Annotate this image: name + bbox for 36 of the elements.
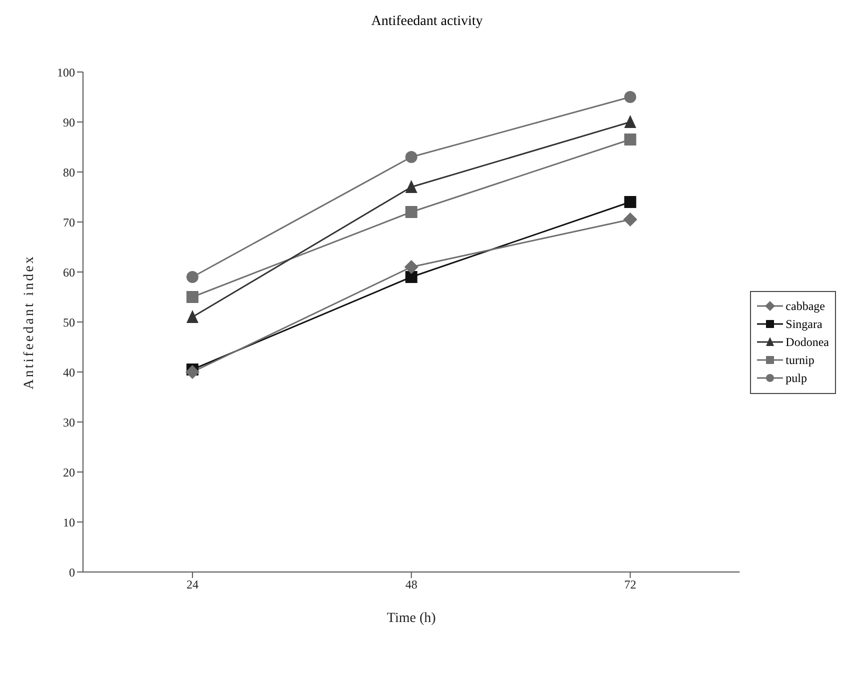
- point: [624, 134, 636, 146]
- y-tick-label: 70: [63, 215, 75, 230]
- point: [624, 115, 636, 128]
- y-tick-label: 0: [69, 565, 75, 580]
- y-tick-label: 50: [63, 315, 75, 330]
- point: [624, 91, 636, 103]
- y-tick-label: 30: [63, 415, 75, 430]
- y-tick-label: 100: [57, 65, 75, 80]
- x-tick-label: 48: [405, 578, 418, 592]
- y-tick-label: 80: [63, 165, 75, 180]
- point: [186, 310, 198, 323]
- legend-label: Dodonea: [786, 334, 829, 350]
- y-tick-label: 90: [63, 115, 75, 130]
- point: [405, 151, 418, 163]
- legend-label: pulp: [786, 370, 808, 386]
- chart-title: Antifeedant activity: [370, 14, 484, 30]
- point: [624, 196, 636, 208]
- legend-label: turnip: [786, 352, 814, 368]
- point: [186, 271, 198, 283]
- x-tick-label: 24: [186, 578, 198, 592]
- y-tick-label: 60: [63, 265, 75, 280]
- y-tick-label: 10: [63, 515, 75, 530]
- x-axis-title: Time (h): [386, 611, 436, 626]
- y-tick-label: 20: [63, 465, 75, 480]
- legend-label: Singara: [786, 316, 822, 332]
- point: [405, 206, 418, 218]
- point: [623, 212, 638, 226]
- y-axis-title: Antifeedant index: [22, 254, 37, 390]
- point: [405, 180, 418, 193]
- point: [405, 271, 418, 283]
- point: [186, 291, 198, 303]
- y-tick-label: 40: [63, 365, 75, 380]
- point: [404, 260, 418, 274]
- legend-label: cabbage: [786, 298, 825, 314]
- point: [185, 365, 200, 379]
- x-tick-label: 72: [624, 578, 636, 592]
